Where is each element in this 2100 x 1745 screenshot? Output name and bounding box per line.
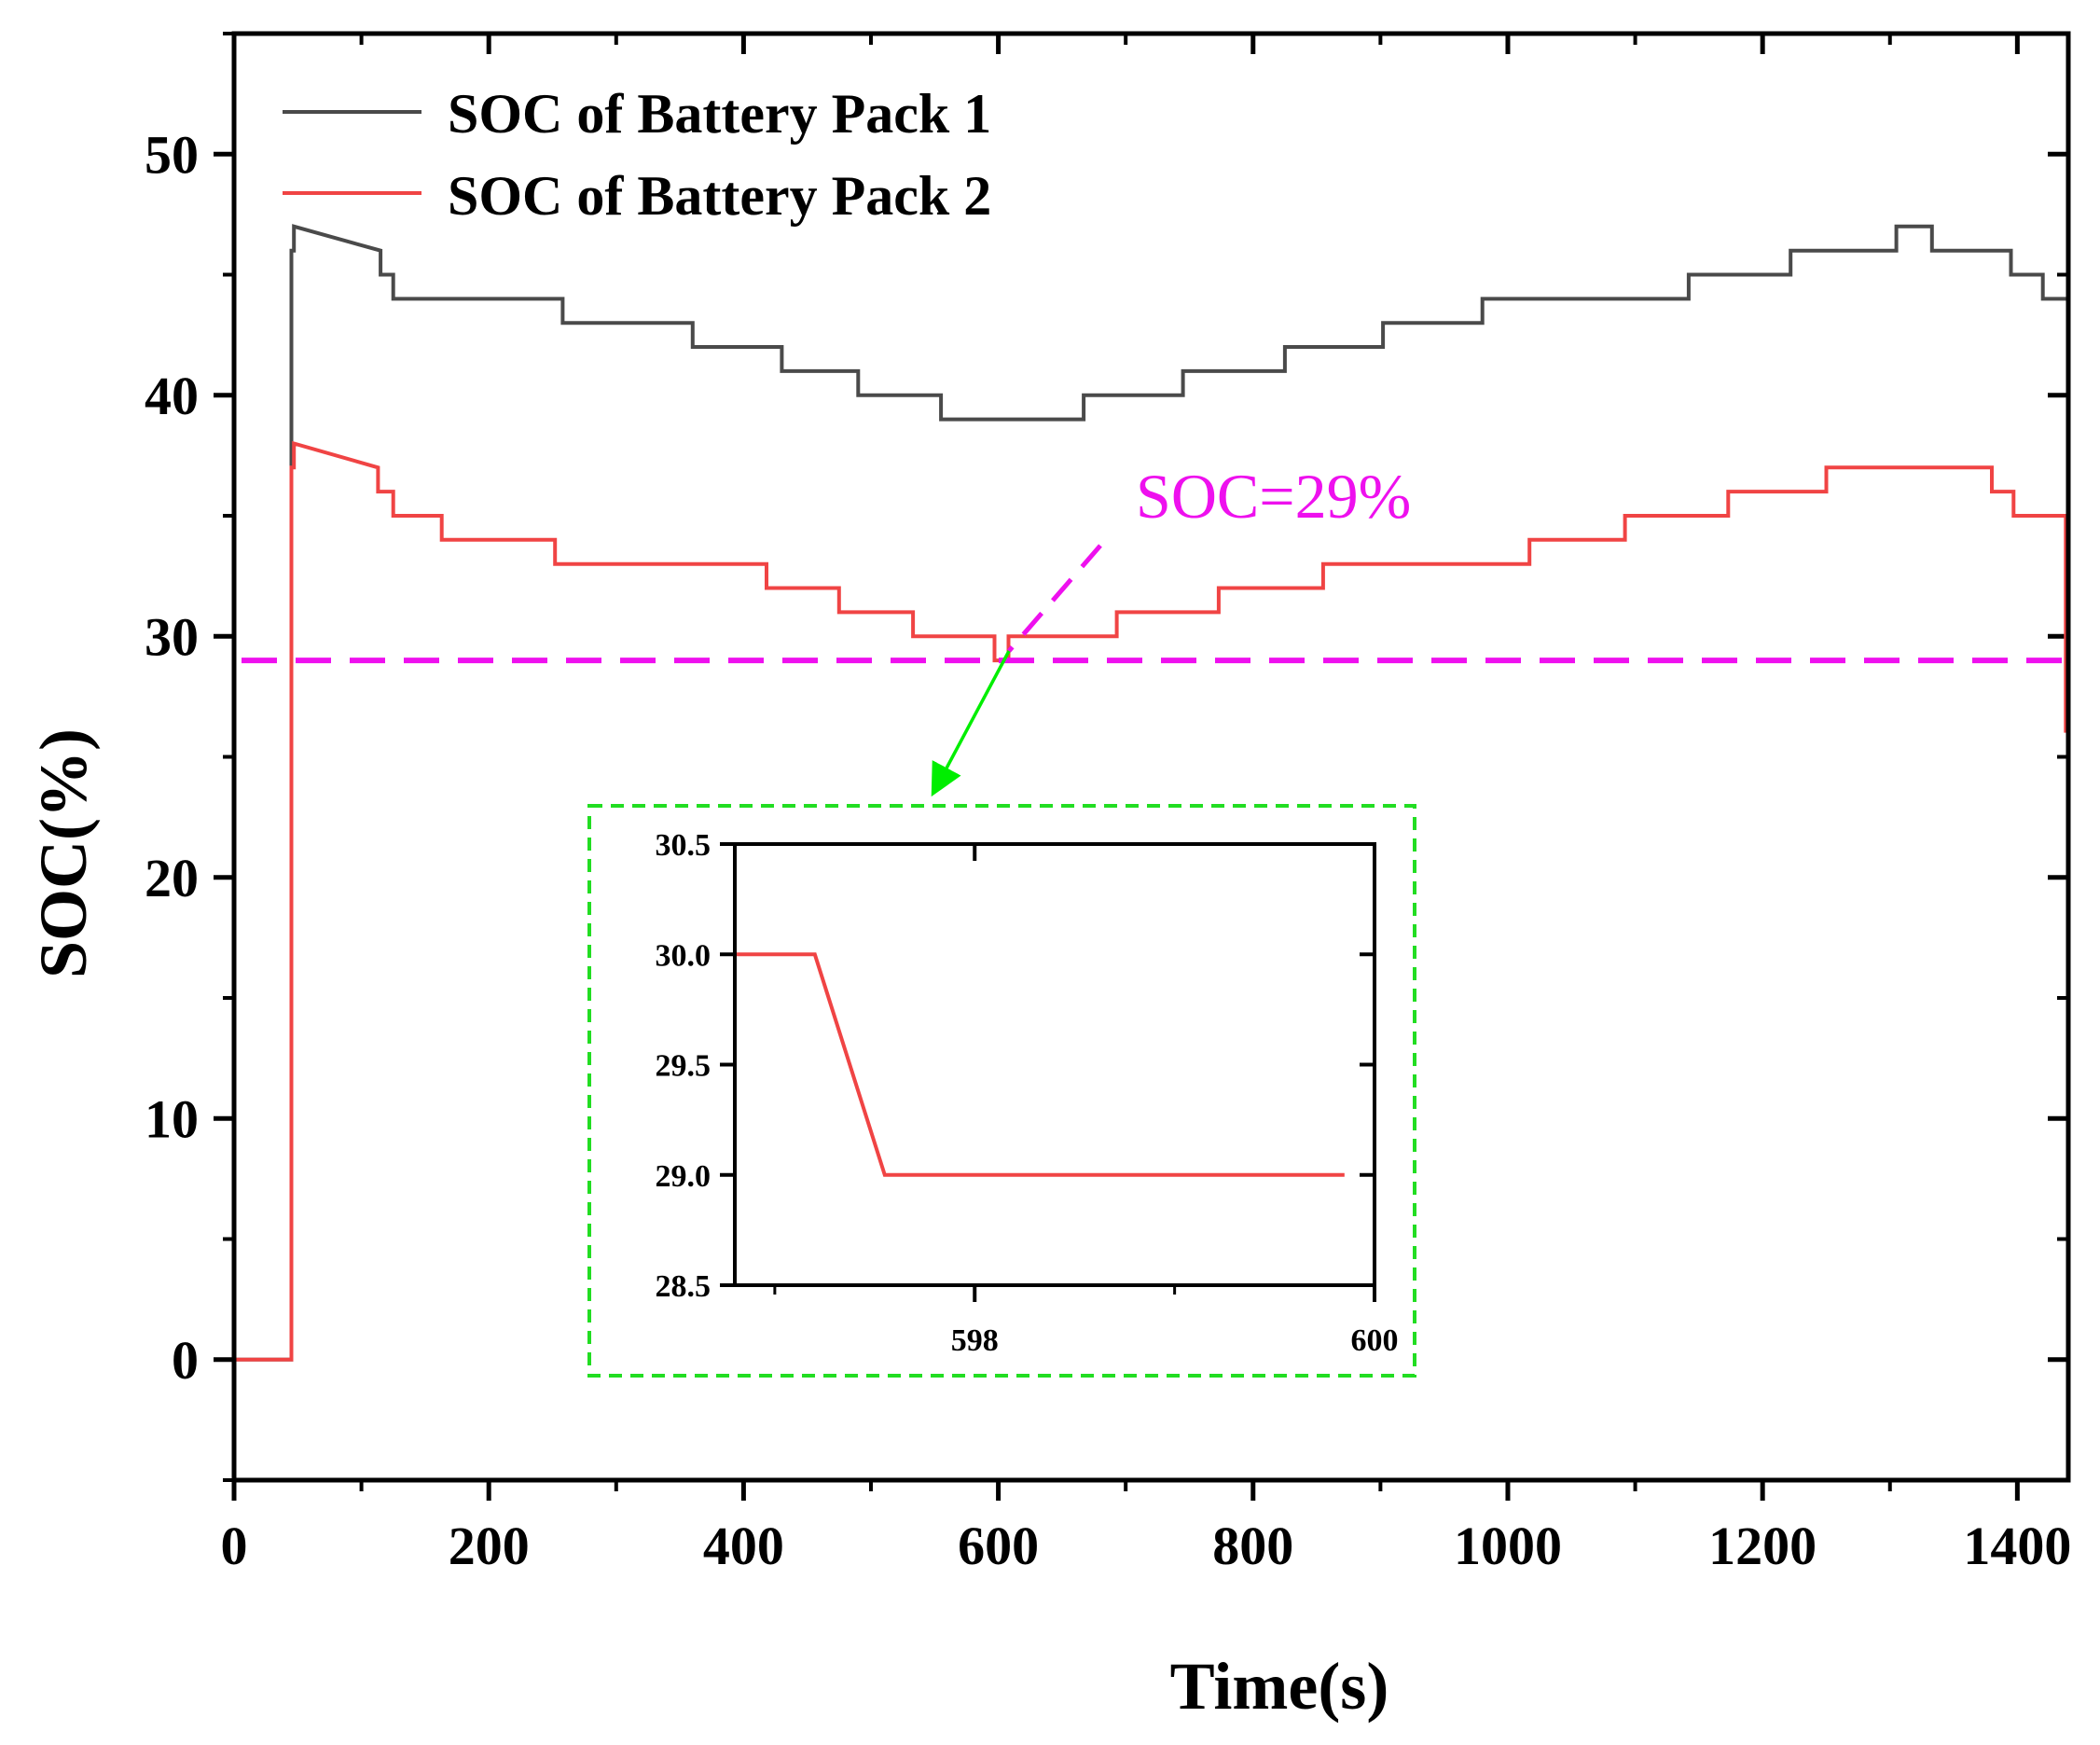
legend: SOC of Battery Pack 1 SOC of Battery Pac… — [283, 83, 991, 227]
inset-y-tick-label: 29.0 — [656, 1159, 712, 1194]
x-tick-label: 200 — [449, 1516, 530, 1576]
inset-y-tick-label: 30.5 — [656, 828, 712, 863]
y-axis-title: SOC(%) — [26, 728, 101, 978]
inset-x-tick-label: 600 — [1351, 1323, 1399, 1358]
y-tick-label: 20 — [145, 848, 199, 908]
inset-plot-frame — [733, 842, 1376, 1287]
x-tick-label: 1000 — [1454, 1516, 1562, 1576]
x-tick-label: 1200 — [1708, 1516, 1817, 1576]
inset-y-tick-label: 28.5 — [656, 1269, 712, 1304]
legend-label-pack-2: SOC of Battery Pack 2 — [448, 165, 991, 227]
y-tick-label: 50 — [145, 124, 199, 185]
inset: 28.5 29.0 29.5 30.0 30.5 598 600 — [587, 804, 1416, 1378]
y-tick-label: 0 — [172, 1330, 199, 1391]
inset-border — [587, 804, 1416, 1378]
zoom-arrow — [931, 650, 1011, 797]
annotation-leader-line — [1007, 544, 1102, 653]
inset-series-line — [735, 952, 1345, 1177]
reference-annotation: SOC=29% — [1136, 461, 1411, 532]
x-tick-label: 400 — [703, 1516, 784, 1576]
inset-x-tick-label: 598 — [951, 1323, 999, 1358]
inset-y-tick-label: 29.5 — [656, 1049, 712, 1084]
x-tick-label: 800 — [1212, 1516, 1293, 1576]
legend-label-pack-1: SOC of Battery Pack 1 — [448, 83, 991, 145]
x-tick-label: 600 — [958, 1516, 1039, 1576]
y-tick-label: 10 — [145, 1088, 199, 1149]
x-tick-label: 0 — [221, 1516, 248, 1576]
plot-frame — [231, 31, 2071, 1483]
y-tick-label: 30 — [145, 606, 199, 667]
x-axis-title: Time(s) — [1170, 1649, 1389, 1724]
x-tick-label: 1400 — [1963, 1516, 2071, 1576]
series-line-pack-1 — [234, 224, 2068, 1362]
inset-y-tick-label: 30.0 — [656, 938, 712, 973]
y-tick-label: 40 — [145, 366, 199, 426]
